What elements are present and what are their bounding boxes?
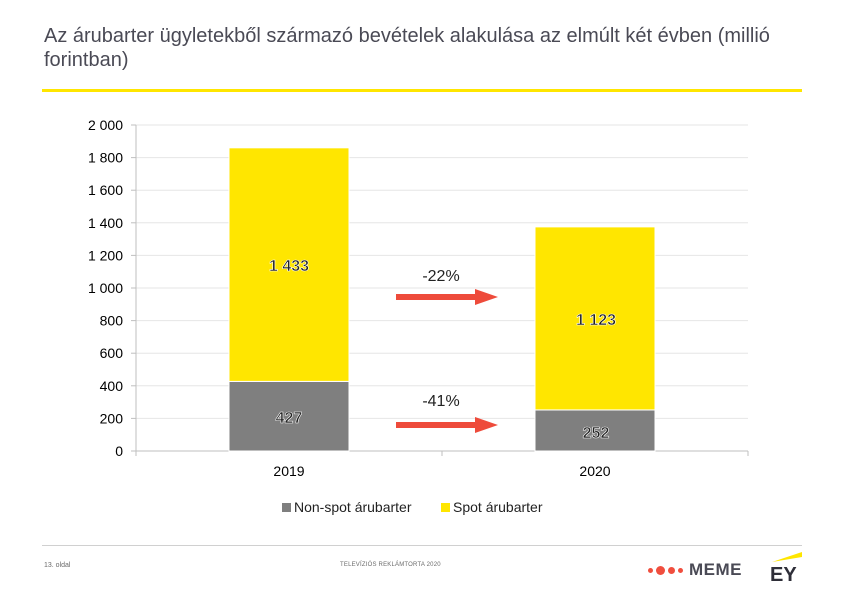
y-tick-label: 200: [100, 410, 124, 426]
logo-dot-icon: [678, 567, 683, 573]
ey-logo: EY: [770, 552, 802, 584]
data-label: 1 123: [576, 312, 616, 329]
title-underline: [42, 89, 802, 92]
data-label: 427: [276, 410, 303, 427]
legend-swatch: [282, 503, 291, 512]
y-tick-label: 800: [100, 313, 124, 329]
footer-divider: [42, 545, 802, 546]
logo-dot-icon: [648, 567, 653, 573]
ey-beam-icon: [772, 552, 802, 562]
x-tick-label: 2019: [273, 463, 304, 479]
y-tick-label: 1 400: [88, 215, 123, 231]
change-arrow-icon: [396, 289, 498, 305]
x-tick-label: 2020: [579, 463, 610, 479]
change-arrow-icon: [396, 417, 498, 433]
footer-caption: TELEVÍZIÓS REKLÁMTORTA 2020: [340, 562, 441, 568]
y-tick-label: 400: [100, 378, 124, 394]
legend-label: Spot árubarter: [453, 499, 543, 515]
y-tick-label: 1 200: [88, 247, 123, 263]
bar-segment-non-spot: [534, 409, 656, 452]
legend-label: Non-spot árubarter: [294, 499, 412, 515]
bar-segment-spot: [228, 147, 350, 382]
bar-segment-spot: [534, 226, 656, 411]
logo-dot-icon: [656, 565, 665, 575]
data-label: 252: [583, 425, 610, 442]
legend-swatch: [441, 503, 450, 512]
y-tick-label: 2 000: [88, 117, 123, 133]
y-tick-label: 600: [100, 345, 124, 361]
change-label: -41%: [422, 393, 459, 410]
y-tick-label: 1 000: [88, 280, 123, 296]
y-tick-label: 1 600: [88, 182, 123, 198]
stacked-bar-chart: 0 200 400 600 800 1 000 1 200 1 400 1 600 1 800 2 …: [88, 117, 749, 515]
ey-logo-text: EY: [770, 564, 797, 584]
meme-logo-text: MEME: [689, 560, 742, 579]
y-tick-label: 0: [115, 443, 123, 459]
change-label: -22%: [422, 268, 459, 285]
meme-logo: MEME: [648, 560, 742, 580]
slide-title: Az árubarter ügyletekből származó bevéte…: [44, 25, 770, 71]
data-label: 1 433: [269, 258, 309, 275]
page-number: 13. oldal: [44, 562, 71, 569]
logo-dot-icon: [668, 566, 675, 574]
y-tick-label: 1 800: [88, 150, 123, 166]
